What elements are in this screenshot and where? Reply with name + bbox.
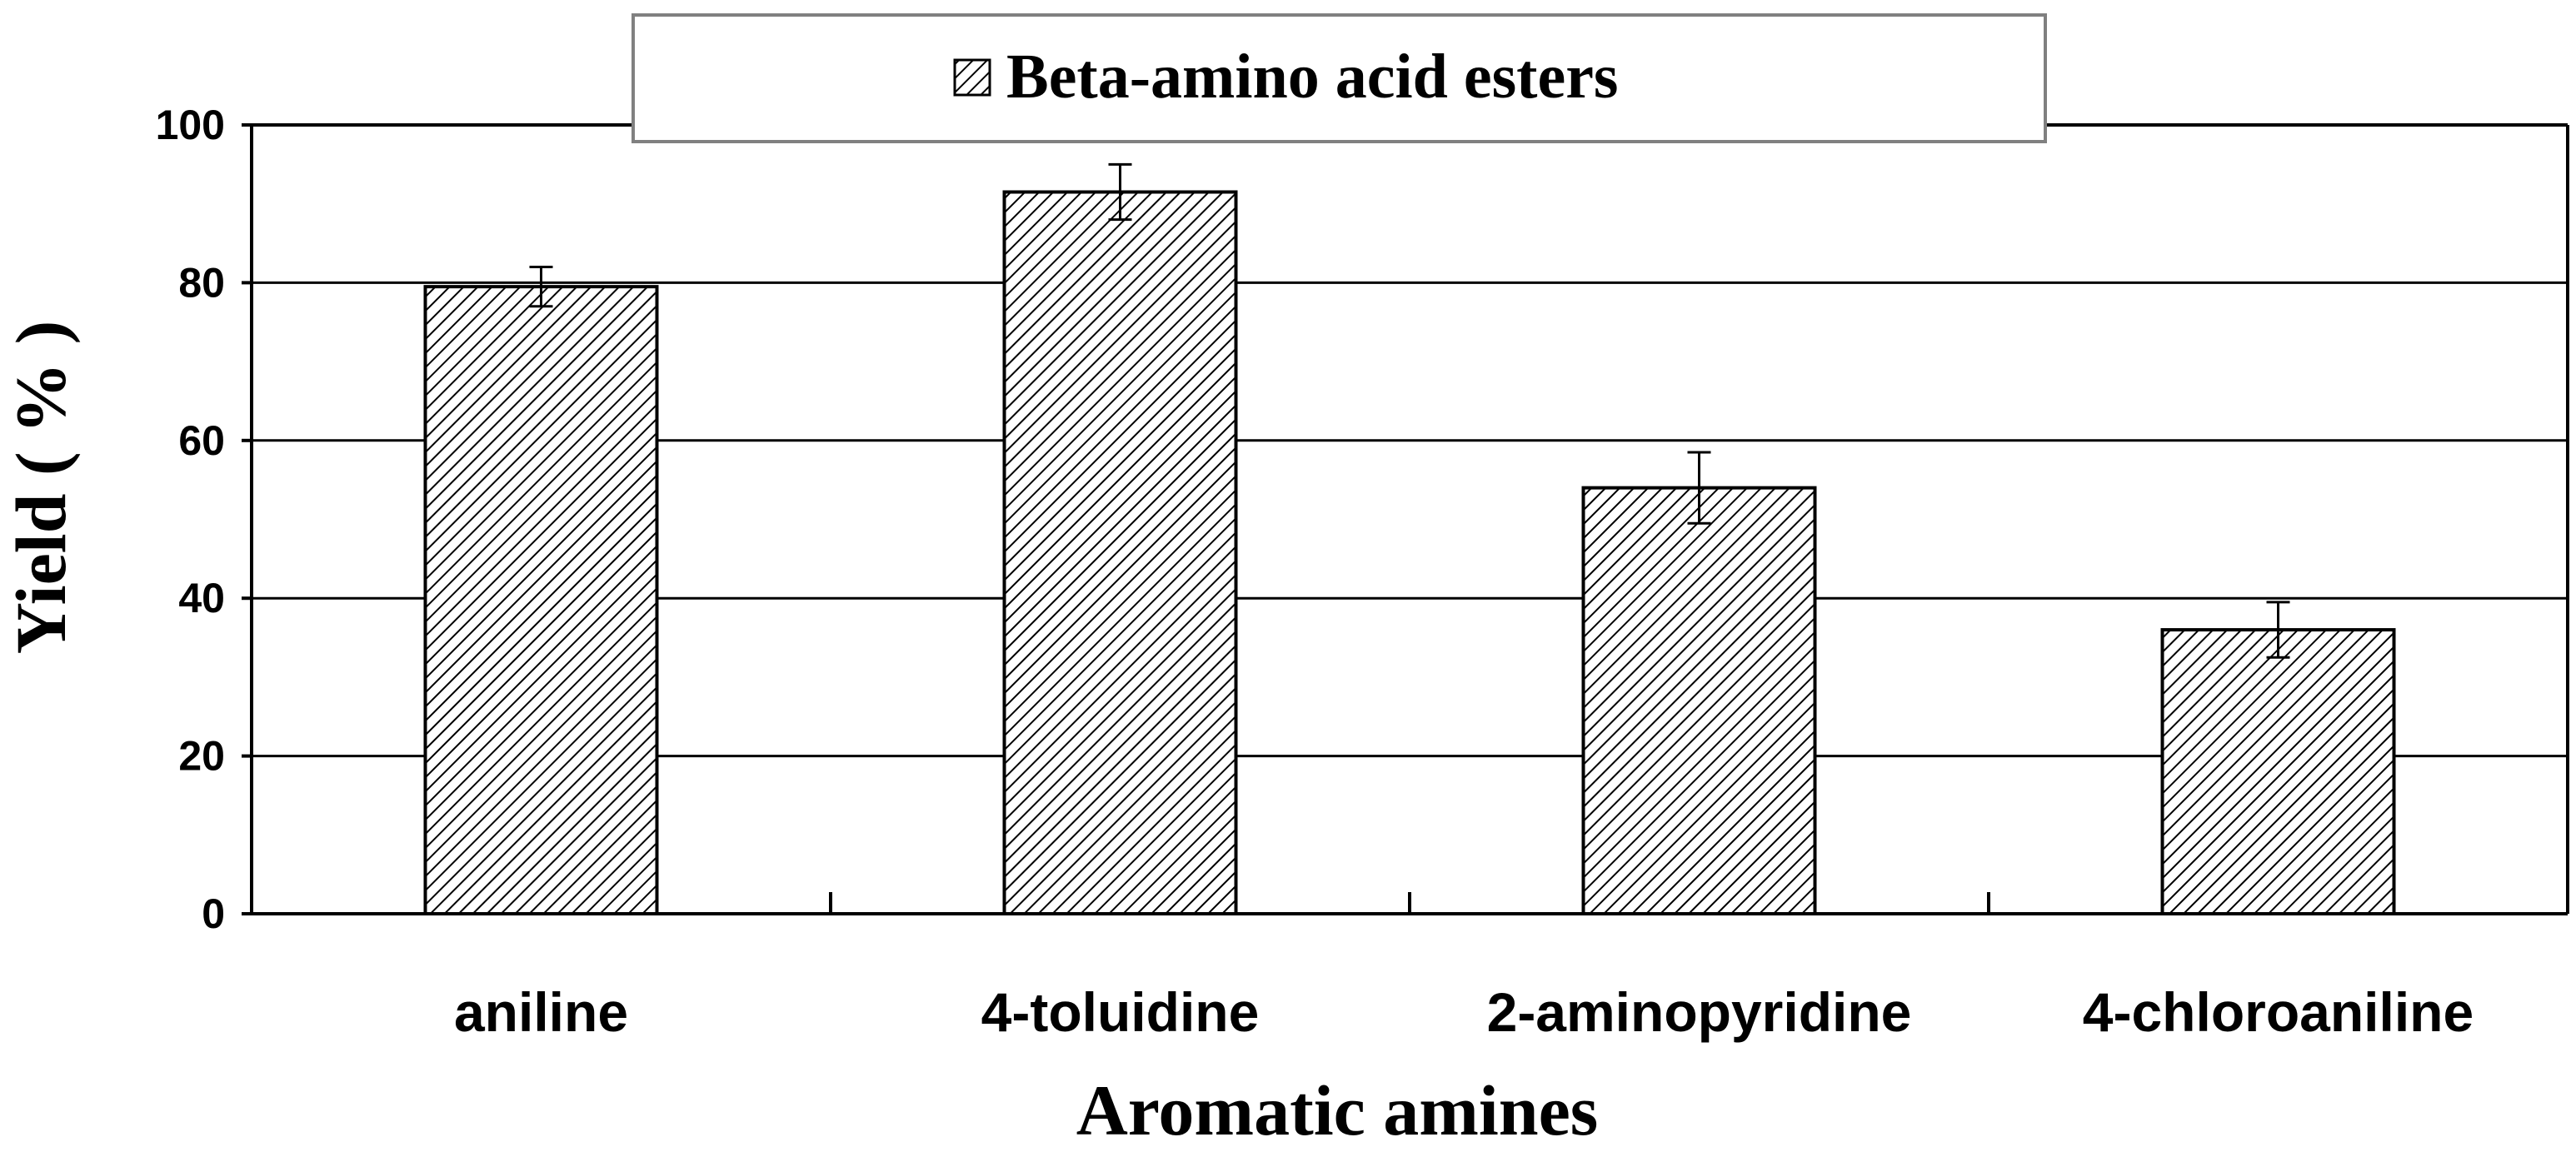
- y-tick-label: 80: [178, 259, 225, 306]
- legend: Beta-amino acid esters: [632, 13, 2047, 143]
- x-axis-ticks: [829, 892, 1990, 914]
- category-label-4-chloroaniline: 4-chloroaniline: [2083, 981, 2474, 1043]
- y-tick-label: 20: [178, 733, 225, 780]
- category-label-2-aminopyridine: 2-aminopyridine: [1487, 981, 1912, 1043]
- error-bars: [529, 162, 2290, 659]
- bars: [423, 190, 2396, 916]
- bar-4-toluidine: [1002, 190, 1238, 915]
- y-axis-ticks: 0 20 40 60 80 100: [156, 102, 252, 937]
- category-label-aniline: aniline: [454, 981, 628, 1043]
- bar-4-chloroaniline: [2160, 628, 2396, 916]
- legend-box: [632, 13, 2047, 143]
- x-axis-title: Aromatic amines: [1076, 1070, 1599, 1150]
- bar-2-aminopyridine: [1581, 486, 1817, 915]
- y-tick-label: 40: [178, 575, 225, 621]
- legend-swatch: [953, 58, 991, 97]
- y-axis-title: Yield ( % ): [1, 321, 81, 654]
- legend-label: Beta-amino acid esters: [1006, 42, 1619, 112]
- y-tick-label: 0: [202, 890, 225, 937]
- bar-aniline: [423, 285, 659, 915]
- category-labels: aniline 4-toluidine 2-aminopyridine 4-chlor…: [454, 981, 2474, 1043]
- y-tick-label: 100: [156, 102, 225, 148]
- y-tick-label: 60: [178, 417, 225, 464]
- category-label-4-toluidine: 4-toluidine: [981, 981, 1260, 1043]
